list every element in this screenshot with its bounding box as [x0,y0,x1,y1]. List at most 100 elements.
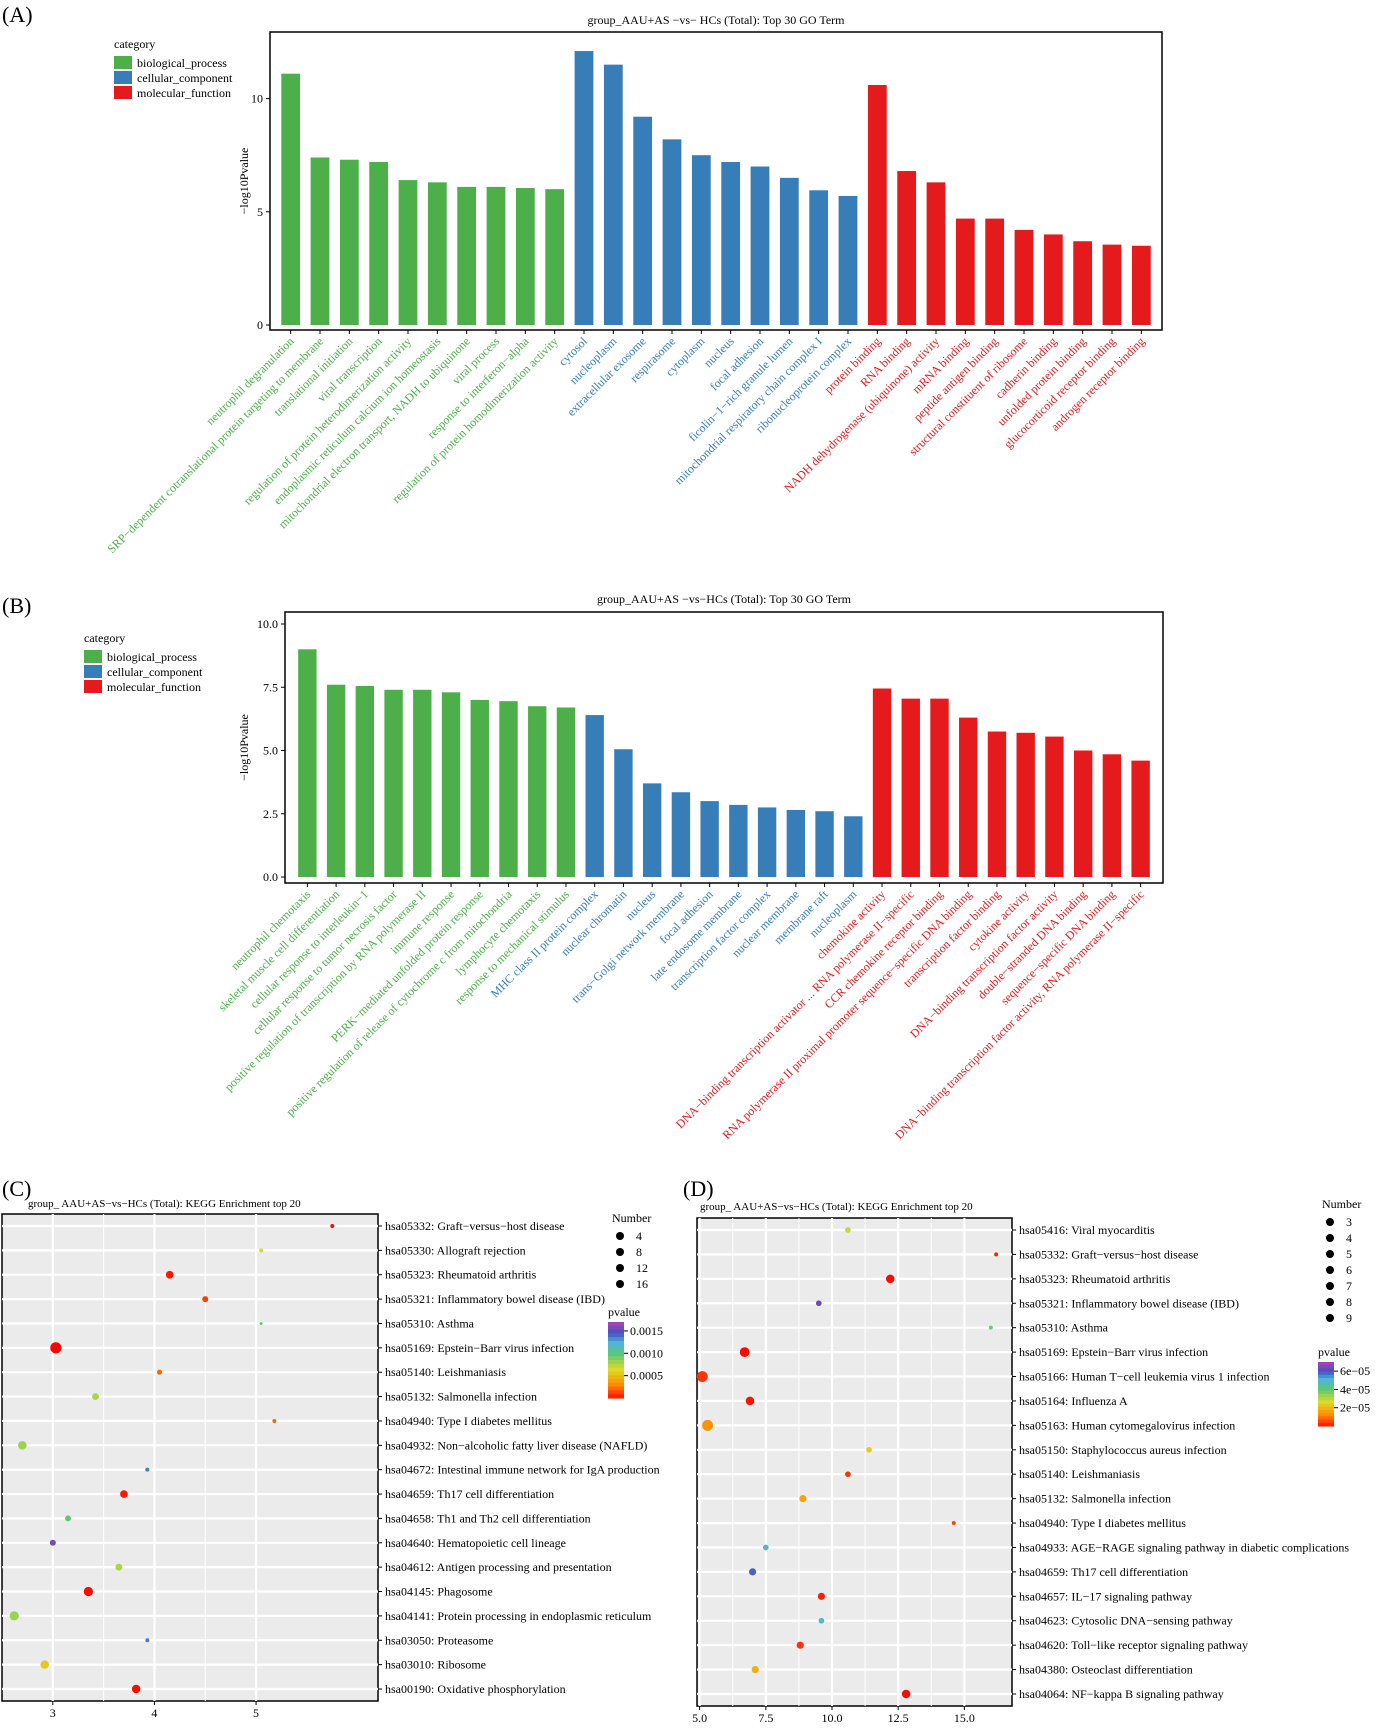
dot [145,1467,150,1472]
color-legend-bar [608,1386,624,1391]
bar-cellular_component [671,792,691,877]
term-label: hsa04940: Type I diabetes mellitus [1019,1516,1186,1530]
dot [49,1539,56,1546]
color-legend-bar [608,1360,624,1365]
term-label: hsa04932: Non−alcoholic fatty liver dise… [385,1438,647,1452]
size-legend-dot [1326,1314,1334,1322]
color-legend-title: pvalue [1318,1345,1350,1359]
color-legend-bar [608,1344,624,1350]
bar-biological_process [281,73,301,325]
dot [115,1563,123,1571]
panel-label: (A) [2,2,33,27]
color-legend-bar [608,1352,624,1357]
term-label: hsa03010: Ribosome [385,1658,486,1672]
y-tick-label: 7.5 [263,680,278,694]
bar-biological_process [339,159,359,325]
bar-molecular_function [926,182,946,325]
color-legend-bar [608,1390,624,1395]
term-label: hsa04940: Type I diabetes mellitus [385,1414,552,1428]
plot-frame [269,31,1163,331]
bar-molecular_function [897,171,917,325]
color-legend-bar [1318,1410,1334,1414]
color-legend-bar [608,1337,624,1342]
bar-cellular_component [700,801,719,877]
color-legend-bar [608,1394,624,1399]
size-legend-dot [1326,1298,1334,1306]
dot [120,1490,128,1498]
dot [165,1270,174,1279]
size-legend-title: Number [1322,1197,1361,1211]
bar-biological_process [528,706,547,877]
legend-label: cellular_component [137,71,233,85]
dot [817,1592,826,1600]
chart-title: group_ AAU+AS−vs−HCs (Total): KEGG Enric… [28,1198,301,1210]
panel-b: (B) group_AAU+AS −vs−HCs (Total): Top 30 … [2,592,1164,1142]
color-legend-bar [1318,1362,1334,1366]
bar-molecular_function [930,698,949,877]
term-label: hsa04657: IL−17 signaling pathway [1019,1589,1192,1603]
dot [751,1665,759,1674]
bar-biological_process [545,189,565,325]
dot [50,1342,62,1354]
y-tick-label: 5.0 [263,744,278,758]
bar-cellular_component [786,809,806,877]
color-legend-bar [608,1375,624,1380]
legend-label: molecular_function [107,680,201,694]
size-legend-label: 9 [1346,1311,1352,1325]
term-label: hsa04612: Antigen processing and present… [385,1560,612,1574]
term-label: hsa05332: Graft−versus−host disease [1019,1247,1199,1261]
term-label: hsa04933: AGE−RAGE signaling pathway in … [1019,1540,1349,1554]
x-tick-label: cellular response to interleukin−1 [247,887,371,1011]
color-legend-bar [1318,1381,1334,1385]
color-legend-label: 0.0010 [630,1346,663,1360]
color-legend-bar [1318,1365,1334,1369]
color-legend-label: 2e−05 [1340,1401,1370,1415]
size-legend-title: Number [612,1211,651,1225]
dot [815,1300,822,1307]
color-legend-bar [1318,1387,1334,1392]
color-legend-bar [1318,1394,1334,1398]
bar-biological_process [499,701,518,877]
bar-biological_process [326,684,346,877]
y-tick-label: 0.0 [263,870,278,884]
bar-cellular_component [838,195,858,325]
bar-molecular_function [1073,241,1093,325]
size-legend-label: 5 [1346,1247,1352,1261]
color-legend-bar [608,1333,624,1338]
size-legend-label: 16 [636,1277,648,1291]
x-tick-label: 5.0 [692,1711,707,1723]
bar-cellular_component [844,816,863,877]
color-legend-bar [1318,1378,1334,1382]
y-tick-label: 10.0 [257,617,278,631]
dot [988,1325,993,1330]
dot [845,1471,851,1478]
dot [799,1495,807,1503]
bar-molecular_function [1043,234,1063,325]
term-label: hsa05321: Inflammatory bowel disease (IB… [385,1292,605,1306]
term-label: hsa05132: Salmonella infection [1019,1492,1171,1506]
x-tick-label: 10.0 [822,1711,843,1723]
legend-label: cellular_component [107,665,203,679]
color-legend-bar [1318,1413,1334,1417]
bar-biological_process [369,161,389,325]
color-legend-bar [1318,1368,1334,1373]
panel-a: (A) group_AAU+AS −vs− HCs (Total): Top 30… [2,2,1163,556]
y-tick-label: 10 [251,92,263,106]
color-legend-label: 4e−05 [1340,1382,1370,1396]
bar-molecular_function [1014,229,1034,325]
term-label: hsa04620: Toll−like receptor signaling p… [1019,1638,1248,1652]
bar-molecular_function [959,717,978,877]
chart-title: group_ AAU+AS−vs−HCs (Total): KEGG Enric… [700,1201,973,1213]
bar-cellular_component [585,715,604,877]
bar-biological_process [556,707,576,877]
y-axis-label: −log10Pvalue [237,148,251,215]
panel-c: (C)group_ AAU+AS−vs−HCs (Total): KEGG En… [1,1176,663,1728]
term-label: hsa05310: Asthma [385,1316,475,1330]
term-label: hsa04640: Hematopoietic cell lineage [385,1536,566,1550]
color-legend-bar [1318,1416,1334,1421]
size-legend-label: 6 [1346,1263,1352,1277]
legend-swatch-cellular_component [114,71,132,84]
color-legend-bar [1318,1384,1334,1389]
bar-molecular_function [1131,760,1150,877]
term-label: hsa03050: Proteasome [385,1633,493,1647]
